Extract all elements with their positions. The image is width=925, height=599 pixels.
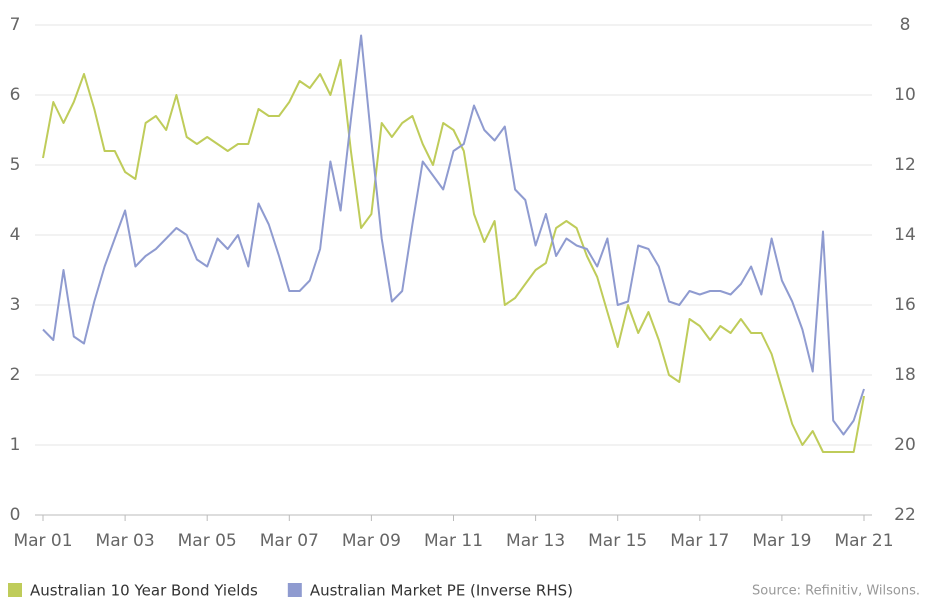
source: Source: Refinitiv, Wilsons.: [752, 584, 920, 599]
legend-swatch: [287, 583, 302, 597]
y2-tick-label: 12: [894, 155, 916, 175]
x-tick-label: Mar 11: [424, 531, 483, 551]
y-tick-label: 1: [10, 435, 21, 455]
legend-label: Australian 10 Year Bond Yields: [30, 582, 258, 599]
y-tick-label: 6: [10, 85, 21, 105]
y2-tick-label: 10: [894, 85, 916, 105]
y2-tick-label: 22: [894, 505, 916, 525]
y2-tick-label: 14: [894, 225, 916, 245]
series-line: [42, 59, 865, 453]
x-tick-label: Mar 01: [13, 531, 72, 551]
y-tick-label: 2: [10, 365, 21, 385]
x-tick-label: Mar 15: [588, 531, 647, 551]
y-tick-label: 7: [10, 15, 21, 35]
x-tick-label: Mar 05: [178, 531, 237, 551]
x-tick-label: Mar 09: [342, 531, 401, 551]
x-tick-label: Mar 03: [96, 531, 155, 551]
x-tick-label: Mar 13: [506, 531, 565, 551]
y2-tick-label: 18: [894, 365, 916, 385]
y2-tick-label: 20: [894, 435, 916, 455]
x-tick-label: Mar 19: [752, 531, 811, 551]
legend-swatch: [8, 583, 22, 597]
y-tick-label: 3: [10, 295, 21, 315]
series-line: [42, 34, 865, 436]
y2-tick-label: 16: [894, 295, 916, 315]
x-tick-label: Mar 17: [670, 531, 729, 551]
x-tick-label: Mar 07: [260, 531, 319, 551]
x-tick-label: Mar 21: [834, 531, 893, 551]
y-tick-label: 5: [10, 155, 21, 175]
y-tick-label: 0: [10, 505, 21, 525]
y2-tick-label: 8: [900, 15, 911, 35]
y-tick-label: 4: [10, 225, 21, 245]
legend-label: Australian Market PE (Inverse RHS): [310, 582, 573, 599]
